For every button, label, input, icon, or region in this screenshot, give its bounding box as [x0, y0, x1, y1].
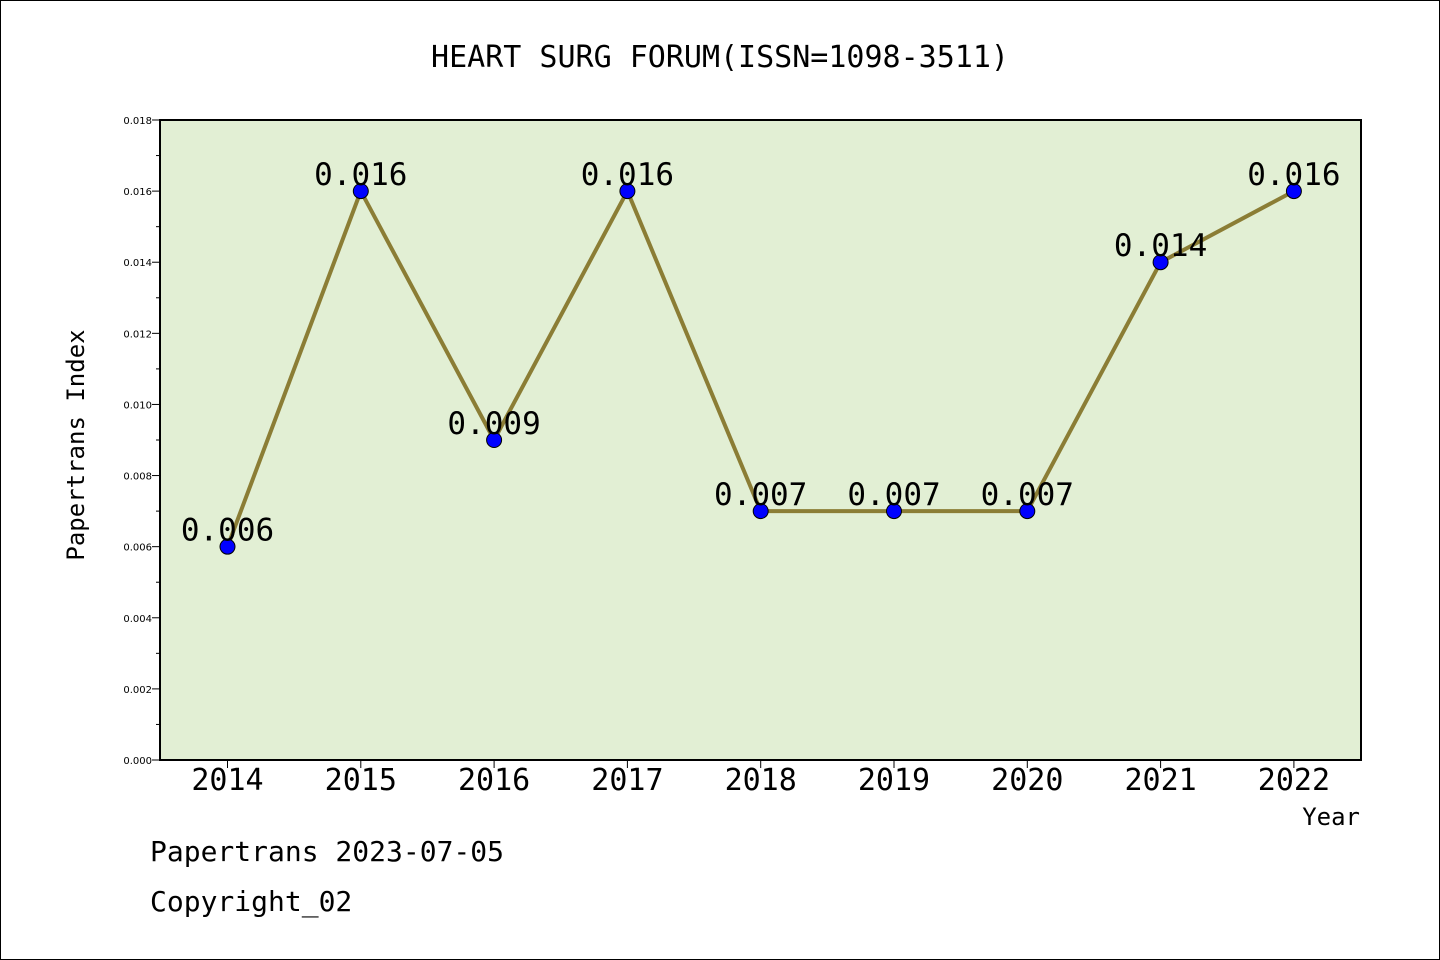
x-tick-label: 2022	[1258, 763, 1330, 798]
data-label: 0.016	[1247, 157, 1340, 193]
data-point	[486, 432, 503, 448]
x-tick-label: 2021	[1124, 763, 1196, 798]
x-tick-label: 2020	[991, 763, 1063, 798]
data-point	[619, 183, 636, 200]
y-tick-label: 0.006	[123, 543, 152, 554]
data-labels: 0.006 0.016 0.009 0.016 0.007 0.007 0.007 0.014…	[181, 157, 1341, 549]
x-tick-label: 2015	[325, 763, 397, 798]
data-point	[1152, 254, 1169, 271]
data-label: 0.016	[581, 157, 674, 193]
footer-copyright: Copyright_02	[150, 885, 353, 918]
data-label: 0.007	[981, 477, 1074, 513]
data-point	[886, 503, 902, 520]
y-axis-label: Papertrans Index	[62, 329, 90, 560]
x-tick-label: 2016	[458, 763, 530, 798]
data-point	[1019, 503, 1036, 520]
data-point	[352, 183, 369, 200]
x-axis-label: Year	[1302, 803, 1360, 831]
data-label: 0.006	[181, 513, 274, 549]
plot-area	[159, 119, 1362, 761]
x-tick-label: 2018	[725, 763, 797, 798]
chart-title: HEART SURG FORUM(ISSN=1098-3511)	[431, 40, 1009, 75]
data-point	[1285, 183, 1302, 200]
data-label: 0.016	[314, 157, 407, 193]
y-tick-label: 0.000	[123, 756, 152, 767]
data-label: 0.014	[1114, 228, 1207, 264]
x-tick-label: 2019	[858, 763, 930, 798]
y-tick-label: 0.016	[123, 187, 152, 198]
data-label: 0.009	[447, 406, 540, 442]
x-axis: 2014 2015 2016 2017 2018 2019 2020 2021 2022	[191, 760, 1330, 798]
y-tick-label: 0.018	[123, 116, 152, 127]
y-tick-label: 0.014	[123, 258, 152, 269]
footer-date: Papertrans 2023-07-05	[150, 835, 505, 868]
x-tick-label: 2014	[191, 763, 263, 798]
y-tick-label: 0.010	[123, 400, 152, 411]
y-tick-label: 0.008	[123, 472, 152, 483]
data-point	[219, 538, 236, 555]
y-axis: 0.000 0.002 0.004 0.006 0.008 0.010 0.012 0.014…	[123, 116, 160, 767]
y-tick-label: 0.004	[123, 614, 152, 625]
data-point	[752, 503, 769, 520]
y-tick-label: 0.012	[123, 329, 152, 340]
x-tick-label: 2017	[591, 763, 663, 798]
data-label: 0.007	[714, 477, 807, 513]
y-tick-label: 0.002	[123, 685, 152, 696]
series-line	[219, 183, 1302, 555]
data-label: 0.007	[847, 477, 940, 513]
